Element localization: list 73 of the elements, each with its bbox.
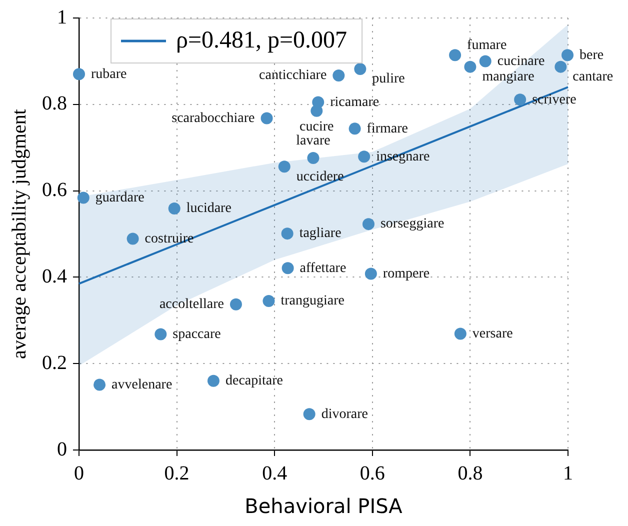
annotation: spaccare [172, 326, 221, 342]
annotation: scrivere [532, 92, 576, 108]
y-axis-title: average acceptability judgment [8, 108, 30, 359]
point [362, 218, 374, 230]
point [281, 228, 294, 240]
annotation: fumare [467, 38, 507, 53]
annotation: lucidare [186, 201, 232, 216]
annotation: tagliare [299, 226, 342, 242]
point [126, 232, 139, 245]
point [207, 374, 220, 387]
point [464, 60, 476, 73]
point [282, 262, 294, 274]
point [73, 68, 85, 80]
point [514, 94, 526, 106]
annotation: rubare [91, 66, 127, 82]
annotation: lavare [296, 134, 330, 149]
y-tick-label: 0 [57, 438, 67, 460]
point [278, 160, 290, 173]
x-axis-title: Behavioral PISA [244, 494, 403, 518]
x-tick-label: 0.8 [458, 462, 483, 484]
annotation: rompere [382, 266, 430, 282]
annotation: ricamare [330, 94, 380, 110]
x-tick-label: 0.2 [164, 462, 190, 484]
x-tick-label: 0.6 [360, 462, 385, 484]
point [303, 408, 316, 420]
y-tick-label: 1 [57, 6, 67, 28]
y-tick-label: 0.8 [42, 92, 67, 115]
point [154, 328, 167, 340]
point [348, 122, 361, 135]
point [562, 49, 574, 62]
legend-label: ρ=0.481, p=0.007 [176, 27, 348, 54]
point [94, 378, 106, 391]
point [364, 268, 377, 280]
y-tick-label: 0.2 [42, 352, 67, 374]
point [449, 49, 462, 62]
annotation: firmare [366, 121, 408, 136]
x-tick-label: 0.4 [262, 462, 288, 484]
y-tick-label: 0.6 [42, 179, 67, 202]
annotation: divorare [321, 406, 368, 422]
annotation: accoltellare [159, 297, 224, 312]
y-tick-label: 0.4 [42, 265, 67, 288]
point [479, 55, 492, 68]
annotation: cantare [572, 69, 614, 84]
annotation: pulire [372, 72, 405, 87]
point [454, 328, 466, 340]
annotation: avvelenare [112, 377, 172, 392]
point [358, 150, 370, 163]
annotation: trangugiare [280, 294, 344, 309]
point [168, 202, 180, 215]
annotation: affettare [300, 260, 346, 276]
annotation: canticchiare [259, 68, 327, 84]
point [230, 298, 242, 310]
annotation: cucinare [497, 54, 545, 69]
annotation: versare [472, 326, 513, 342]
annotation: decapitare [225, 374, 283, 389]
point [554, 60, 567, 73]
point [262, 294, 275, 307]
annotation: cucire [300, 120, 334, 135]
annotation: sorseggiare [380, 216, 444, 232]
annotation: costruire [144, 231, 194, 246]
annotation: mangiare [482, 69, 534, 84]
point [310, 104, 323, 117]
point [77, 192, 90, 204]
x-tick-label: 0 [74, 462, 84, 484]
annotation: scarabocchiare [172, 110, 255, 126]
x-tick-label: 1 [563, 462, 573, 484]
point [354, 62, 366, 75]
annotation: uccidere [296, 169, 344, 184]
point [260, 112, 273, 124]
annotation: bere [580, 48, 604, 63]
point [332, 69, 345, 82]
annotation: guardare [95, 190, 144, 206]
point [307, 152, 320, 164]
